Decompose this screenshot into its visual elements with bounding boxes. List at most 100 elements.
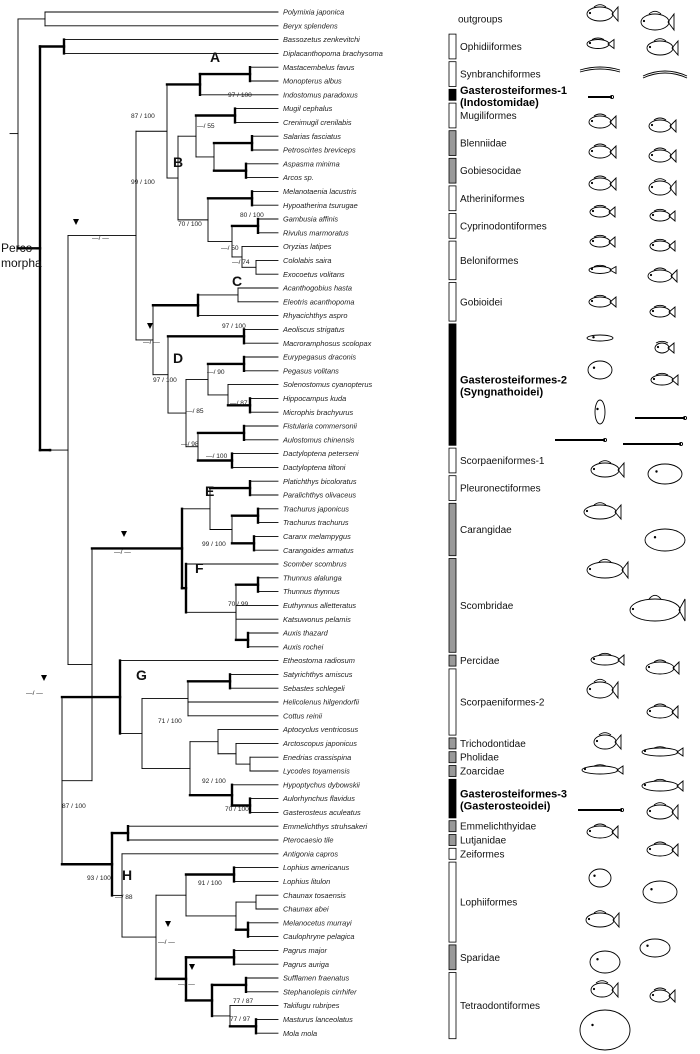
group-bar <box>448 861 457 943</box>
fish-icon <box>648 147 677 164</box>
support-value: 91 / 100 <box>198 880 222 887</box>
group-label: Mugiliformes <box>460 111 517 122</box>
taxon-label: Trachurus trachurus <box>283 518 349 527</box>
support-value: 71 / 100 <box>158 718 182 725</box>
fish-icon <box>642 880 678 904</box>
group-label: Scombridae <box>460 601 514 612</box>
group-bar <box>448 847 457 860</box>
clade-label: H <box>122 867 132 883</box>
fish-icon <box>589 950 621 974</box>
taxon-label: Antigonia capros <box>282 849 338 858</box>
fish-icon <box>555 437 608 443</box>
fish-icon <box>646 841 679 858</box>
taxon-label: Melanotaenia lacustris <box>283 187 357 196</box>
fish-icon <box>646 703 679 720</box>
group-label: Atheriniformes <box>460 194 524 205</box>
clade-label: A <box>210 49 220 65</box>
fish-icon <box>586 558 629 580</box>
group-bar <box>448 834 457 846</box>
fish-icon <box>594 399 606 425</box>
node-triangle-marker <box>73 219 79 225</box>
group-bar <box>448 33 457 60</box>
taxon-label: Lophius litulon <box>283 877 330 886</box>
fish-icon <box>649 987 676 1004</box>
fish-icon <box>648 178 677 197</box>
taxon-label: Trachurus japonicus <box>283 504 349 513</box>
fish-icon <box>590 652 625 666</box>
fish-icon <box>646 802 679 821</box>
taxon-label: Chaunax abei <box>283 905 329 914</box>
clade-label: D <box>173 350 183 366</box>
support-value: —/ — <box>92 235 109 242</box>
group-label: Beloniformes <box>460 256 518 267</box>
taxon-label: Lycodes toyamensis <box>283 767 350 776</box>
fish-icon <box>649 238 676 252</box>
fish-icon <box>585 910 620 929</box>
taxon-label: Takifugu rubripes <box>283 1001 340 1010</box>
fish-icon <box>641 778 684 792</box>
taxon-label: Petroscirtes breviceps <box>283 146 356 155</box>
taxon-label: Mastacembelus favus <box>283 63 355 72</box>
taxon-label: Pterocaesio tile <box>283 836 334 845</box>
support-value: 80 / 100 <box>240 212 264 219</box>
group-bar <box>448 88 457 101</box>
taxon-label: Arcos sp. <box>282 173 314 182</box>
fish-icon <box>589 204 616 218</box>
taxon-label: Caranx melampygus <box>283 532 351 541</box>
group-label: Gasterosteiformes-2 <box>460 375 567 387</box>
taxon-label: Mugil cephalus <box>283 104 333 113</box>
group-label: Lutjanidae <box>460 836 507 847</box>
support-value: 99 / 100 <box>131 179 155 186</box>
group-bar <box>448 185 457 212</box>
fish-icon <box>647 267 678 284</box>
taxon-label: Caulophryne pelagica <box>283 932 355 941</box>
group-sublabel: (Gasterosteoidei) <box>460 801 551 813</box>
fish-icon <box>589 234 616 248</box>
thick-branches <box>16 38 260 1035</box>
taxon-label: Solenostomus cyanopterus <box>283 380 372 389</box>
taxon-label: Auxis rochei <box>282 642 324 651</box>
group-sublabel: (Syngnathoidei) <box>460 387 543 399</box>
taxon-label: Hypoatherina tsurugae <box>283 201 358 210</box>
taxon-label: Aptocyclus ventricosus <box>282 725 358 734</box>
group-label: Cyprinodontiformes <box>460 221 547 232</box>
group-label: Scorpaeniformes-2 <box>460 698 545 709</box>
fish-icon <box>579 66 621 73</box>
group-label: Scorpaeniformes-1 <box>460 456 545 467</box>
taxon-label: Dactyloptena peterseni <box>283 449 359 458</box>
taxon-label: Scomber scombrus <box>283 560 347 569</box>
clade-label: E <box>205 483 214 499</box>
taxon-label: Pagrus major <box>283 946 327 955</box>
fish-icon <box>641 746 684 757</box>
fish-icon <box>578 807 625 813</box>
group-label: Sparidae <box>460 953 500 964</box>
taxon-label: Cottus reinii <box>283 711 322 720</box>
support-value: 70 / 100 <box>225 806 249 813</box>
group-label: Zoarcidae <box>460 767 505 778</box>
group-bar <box>448 765 457 777</box>
group-bar <box>448 737 457 750</box>
taxon-label: Arctoscopus japonicus <box>282 739 357 748</box>
taxon-label: Eurypegasus draconis <box>283 353 356 362</box>
group-bar <box>448 654 457 667</box>
taxon-label: Chaunax tosaensis <box>283 891 346 900</box>
support-value: —/ 74 <box>232 259 250 266</box>
taxon-label: Hippocampus kuda <box>283 394 346 403</box>
taxon-label: Dactyloptena tiltoni <box>283 463 346 472</box>
group-label: Gasterosteiformes-3 <box>460 789 567 801</box>
group-bar <box>448 130 457 156</box>
support-value: —/ — <box>143 339 160 346</box>
support-value: 77 / 97 <box>230 1016 250 1023</box>
taxon-label: Bassozetus zenkevitchi <box>283 35 360 44</box>
taxon-label: Pegasus volitans <box>283 366 339 375</box>
fish-icon <box>642 70 688 79</box>
taxon-label: Rhyacichthys aspro <box>283 311 348 320</box>
taxon-labels: Polymixia japonica Beryx splendens Bassoze… <box>282 8 383 1038</box>
support-value: —/ 98 <box>181 441 199 448</box>
group-bar <box>448 972 457 1040</box>
group-sublabel: (Indostomidae) <box>460 97 539 109</box>
fish-icon <box>583 502 622 521</box>
fish-icon <box>644 528 686 552</box>
node-triangle-marker <box>165 921 171 927</box>
